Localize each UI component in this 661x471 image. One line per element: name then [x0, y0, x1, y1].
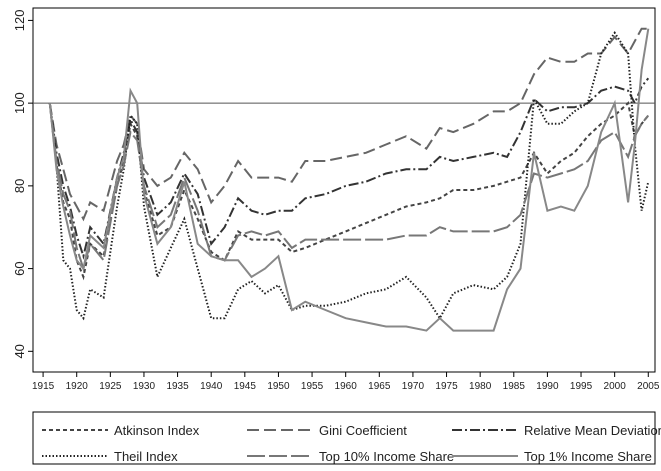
- series-line: [48, 28, 650, 332]
- x-tick-label: 1915: [32, 381, 55, 392]
- y-tick-label: 100: [12, 92, 27, 114]
- legend-label: Gini Coefficient: [319, 423, 407, 438]
- legend-label: Relative Mean Deviation: [524, 423, 661, 438]
- y-tick-label: 80: [12, 179, 27, 193]
- plot-frame: [32, 7, 656, 373]
- x-tick-label: 1940: [200, 381, 223, 392]
- x-tick-label: 1920: [66, 381, 89, 392]
- x-tick-label: 1945: [234, 381, 257, 392]
- x-tick-label: 1950: [267, 381, 290, 392]
- x-tick-label: 1980: [469, 381, 492, 392]
- x-tick-label: 1955: [301, 381, 324, 392]
- x-tick-label: 1990: [536, 381, 559, 392]
- x-tick-label: 1995: [570, 381, 593, 392]
- x-tick-label: 1935: [166, 381, 189, 392]
- legend-label: Theil Index: [114, 449, 178, 464]
- series-line: [48, 77, 650, 260]
- series-line: [48, 27, 649, 222]
- series-line: [48, 102, 650, 273]
- legend-label: Top 10% Income Share: [319, 449, 454, 464]
- x-tick-label: 1970: [402, 381, 425, 392]
- x-tick-label: 2000: [604, 381, 627, 392]
- y-tick-label: 60: [12, 261, 27, 275]
- legend-label: Atkinson Index: [114, 423, 200, 438]
- x-tick-label: 1925: [99, 381, 122, 392]
- legend-box: [32, 411, 656, 465]
- x-tick-label: 1975: [435, 381, 458, 392]
- x-tick-label: 1985: [503, 381, 526, 392]
- series-line: [48, 30, 650, 321]
- y-tick-label: 40: [12, 344, 27, 358]
- x-tick-label: 1960: [335, 381, 358, 392]
- x-tick-label: 1965: [368, 381, 391, 392]
- x-tick-label: 2005: [637, 381, 660, 392]
- legend-label: Top 1% Income Share: [524, 449, 652, 464]
- x-tick-label: 1930: [133, 381, 156, 392]
- y-tick-label: 120: [12, 10, 27, 32]
